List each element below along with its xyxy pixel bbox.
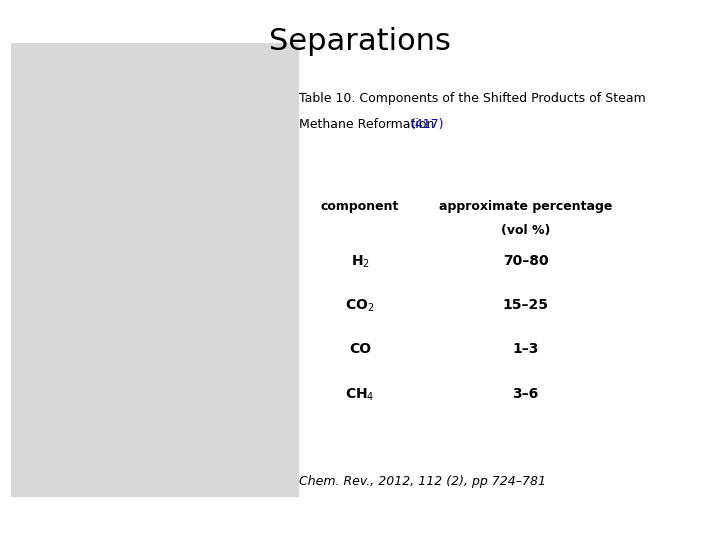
Text: 1–3: 1–3: [513, 342, 539, 356]
Text: component: component: [321, 200, 399, 213]
Text: approximate percentage: approximate percentage: [439, 200, 612, 213]
Text: Chem. Rev., 2012, 112 (2), pp 724–781: Chem. Rev., 2012, 112 (2), pp 724–781: [299, 475, 546, 488]
Text: CO: CO: [349, 342, 371, 356]
Text: Separations: Separations: [269, 27, 451, 56]
Text: Methane Reformation: Methane Reformation: [299, 118, 434, 131]
Text: CH$_4$: CH$_4$: [346, 387, 374, 403]
Text: CO$_2$: CO$_2$: [346, 298, 374, 314]
FancyBboxPatch shape: [11, 43, 299, 497]
Text: H$_2$: H$_2$: [351, 254, 369, 270]
Text: 3–6: 3–6: [513, 387, 539, 401]
Text: (vol %): (vol %): [501, 224, 550, 237]
Text: (417): (417): [410, 118, 444, 131]
Text: 15–25: 15–25: [503, 298, 549, 312]
Text: Table 10. Components of the Shifted Products of Steam: Table 10. Components of the Shifted Prod…: [299, 92, 646, 105]
Text: 70–80: 70–80: [503, 254, 549, 268]
